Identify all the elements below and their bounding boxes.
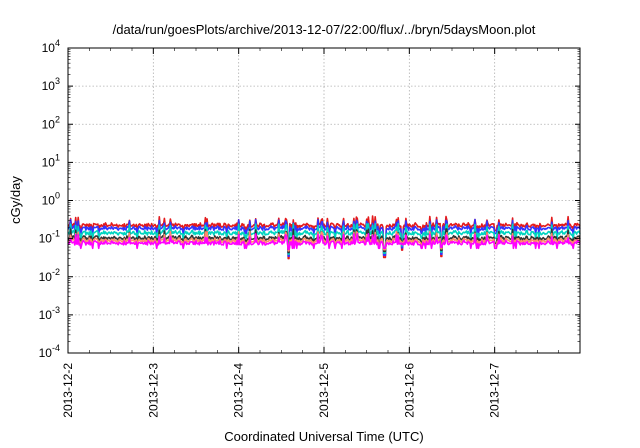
x-axis-label: Coordinated Universal Time (UTC) [224,429,423,444]
y-axis-label: cGy/day [8,176,23,224]
x-tick-label: 2013-12-7 [488,363,502,418]
x-tick-label: 2013-12-3 [146,363,160,418]
x-tick-label: 2013-12-2 [61,363,75,418]
y-tick-label: 10-2 [39,267,60,284]
x-tick-label: 2013-12-4 [232,363,246,418]
chart-title: /data/run/goesPlots/archive/2013-12-07/2… [113,22,536,37]
y-tick-label: 102 [42,114,60,131]
y-tick-label: 101 [42,152,60,169]
y-tick-label: 103 [42,76,60,93]
y-tick-label: 100 [42,191,60,208]
x-axis: 2013-12-2 2013-12-3 2013-12-4 2013-12-5 2013… [61,48,581,418]
y-tick-label: 104 [42,38,60,55]
y-tick-label: 10-3 [39,305,60,322]
x-tick-label: 2013-12-6 [402,363,416,418]
y-tick-label: 10-4 [39,343,60,360]
y-tick-label: 10-1 [39,229,60,246]
grid [68,48,580,353]
series-line-6 [67,233,581,251]
x-tick-label: 2013-12-5 [317,363,331,418]
series-group [67,215,581,260]
y-axis: 104 103 102 101 100 10-1 10-2 10-3 10-4 [39,38,580,360]
